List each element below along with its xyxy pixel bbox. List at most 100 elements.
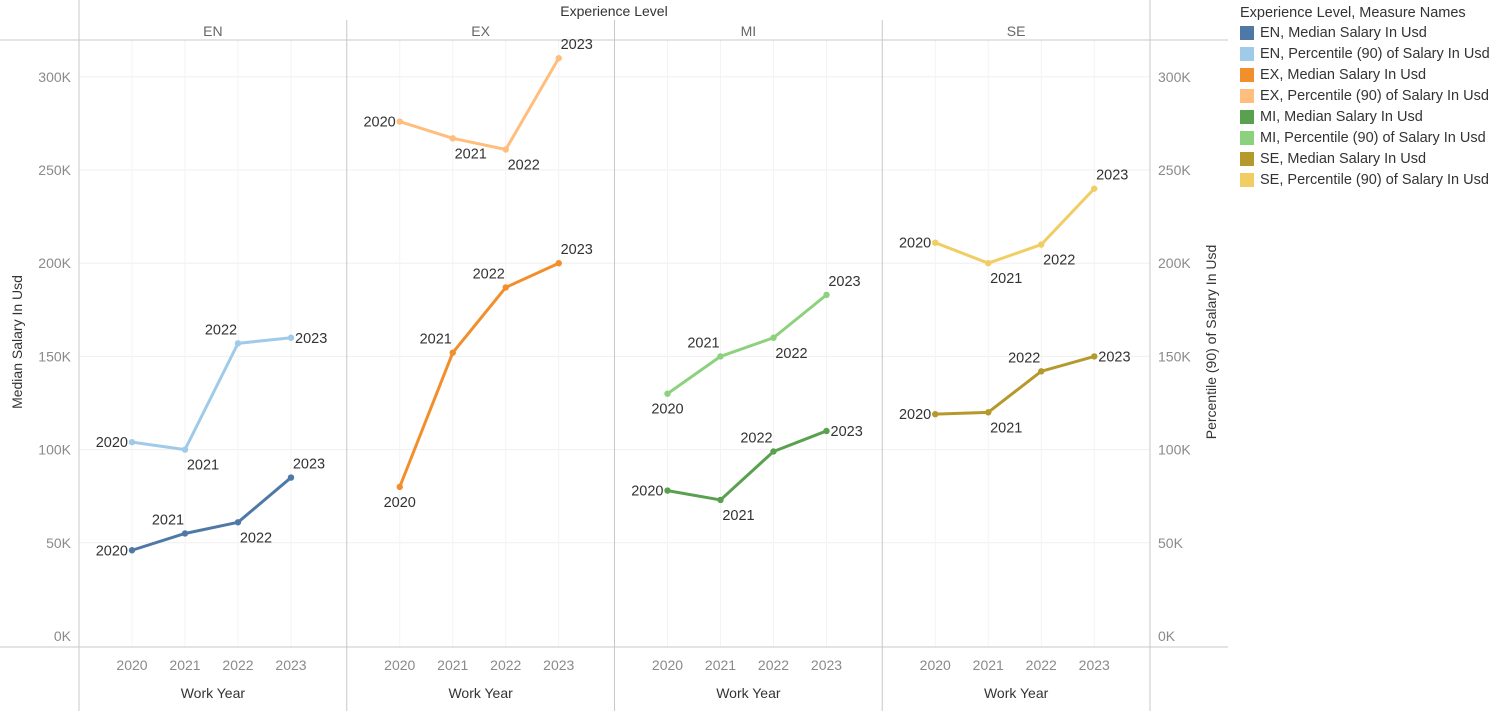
- data-point-en-median: [128, 547, 136, 554]
- data-point-en-p90: [128, 438, 136, 446]
- data-label-mi-median: 2021: [722, 508, 754, 524]
- data-point-mi-p90: [770, 334, 777, 341]
- data-point-en-p90: [287, 334, 295, 341]
- data-point-mi-p90: [717, 353, 724, 360]
- left-y-tick-label: 300K: [38, 69, 71, 85]
- right-y-tick-label: 100K: [1158, 442, 1191, 458]
- data-label-ex-p90: 2022: [508, 157, 540, 173]
- legend-swatch: [1240, 25, 1254, 40]
- x-tick-label: 2020: [384, 657, 415, 673]
- legend-swatch: [1240, 130, 1254, 145]
- x-tick-label: 2022: [1026, 657, 1057, 673]
- series-line-ex-median: [398, 261, 561, 489]
- panel-header-se: SE: [1007, 23, 1026, 39]
- data-point-se-median: [985, 409, 992, 416]
- data-point-mi-p90: [823, 291, 830, 299]
- left-y-tick-label: 200K: [38, 255, 71, 271]
- data-label-en-p90: 2023: [295, 331, 327, 347]
- legend-item[interactable]: MI, Median Salary In Usd: [1240, 106, 1510, 127]
- x-tick-label: 2020: [116, 657, 147, 673]
- data-point-ex-median: [449, 349, 456, 356]
- data-label-se-median: 2021: [990, 420, 1022, 436]
- data-label-ex-p90: 2021: [455, 146, 487, 162]
- legend-swatch: [1240, 67, 1254, 82]
- legend-item[interactable]: EN, Median Salary In Usd: [1240, 22, 1510, 43]
- legend-label: EX, Percentile (90) of Salary In Usd: [1260, 87, 1489, 104]
- right-y-tick-label: 50K: [1158, 535, 1184, 551]
- x-axis-title: Work Year: [181, 685, 246, 701]
- data-point-ex-p90: [396, 118, 403, 125]
- data-label-mi-median: 2020: [631, 484, 663, 500]
- right-y-tick-label: 300K: [1158, 69, 1191, 85]
- x-tick-label: 2022: [758, 657, 789, 673]
- data-label-se-p90: 2021: [990, 271, 1022, 287]
- data-label-mi-median: 2022: [740, 430, 772, 446]
- right-y-axis-title: Percentile (90) of Salary In Usd: [1203, 245, 1219, 440]
- left-y-axis-title: Median Salary In Usd: [9, 275, 25, 409]
- data-label-mi-median: 2023: [831, 424, 863, 440]
- data-point-se-median: [1091, 353, 1098, 360]
- data-label-ex-median: 2022: [473, 266, 505, 282]
- legend-label: MI, Median Salary In Usd: [1260, 108, 1423, 125]
- data-point-en-p90: [181, 446, 189, 453]
- legend-item[interactable]: SE, Percentile (90) of Salary In Usd: [1240, 169, 1510, 190]
- panel-header-en: EN: [203, 23, 222, 39]
- right-y-tick-label: 0K: [1158, 628, 1176, 644]
- legend-item[interactable]: EX, Median Salary In Usd: [1240, 64, 1510, 85]
- legend-item[interactable]: EX, Percentile (90) of Salary In Usd: [1240, 85, 1510, 106]
- data-label-ex-median: 2021: [420, 332, 452, 348]
- right-y-axis: 0K 50K 100K 150K 200K 250K 300K: [1158, 69, 1191, 644]
- legend-item[interactable]: MI, Percentile (90) of Salary In Usd: [1240, 127, 1510, 148]
- x-tick-label: 2023: [1079, 657, 1110, 673]
- data-point-mi-median: [717, 496, 724, 504]
- data-point-mi-median: [664, 487, 671, 494]
- data-label-en-p90: 2021: [187, 458, 219, 474]
- data-point-ex-p90: [449, 135, 456, 142]
- x-tick-label: 2020: [652, 657, 683, 673]
- data-label-en-p90: 2020: [96, 435, 128, 451]
- data-point-se-p90: [1038, 241, 1045, 248]
- data-point-ex-median: [396, 483, 403, 491]
- left-y-tick-label: 100K: [38, 442, 71, 458]
- series-lines: [128, 54, 1098, 554]
- data-label-ex-median: 2020: [384, 495, 416, 511]
- data-point-se-p90: [985, 260, 992, 267]
- series-line-se-p90: [933, 187, 1096, 265]
- legend-label: EN, Median Salary In Usd: [1260, 24, 1427, 41]
- legend-item[interactable]: EN, Percentile (90) of Salary In Usd: [1240, 43, 1510, 64]
- data-point-mi-p90: [664, 390, 671, 397]
- x-tick-label: 2022: [490, 657, 521, 673]
- x-axis-title: Work Year: [448, 685, 513, 701]
- data-label-ex-p90: 2020: [363, 115, 395, 131]
- legend-swatch: [1240, 151, 1254, 166]
- data-label-mi-p90: 2021: [687, 335, 719, 351]
- column-header-title: Experience Level: [560, 3, 667, 19]
- legend-label: SE, Median Salary In Usd: [1260, 150, 1427, 167]
- x-tick-label: 2021: [437, 657, 468, 673]
- series-line-mi-median: [666, 429, 828, 502]
- x-tick-label: 2021: [169, 657, 200, 673]
- panel-header-ex: EX: [471, 23, 490, 39]
- x-tick-label: 2020: [920, 657, 951, 673]
- legend-label: MI, Percentile (90) of Salary In Usd: [1260, 129, 1486, 146]
- data-label-ex-p90: 2023: [561, 37, 593, 53]
- legend-swatch: [1240, 88, 1254, 103]
- data-point-se-p90: [932, 239, 939, 246]
- left-y-tick-label: 0K: [54, 628, 72, 644]
- data-label-ex-median: 2023: [561, 242, 593, 258]
- data-label-en-median: 2021: [152, 512, 184, 528]
- data-point-mi-median: [823, 427, 830, 435]
- x-axis-title: Work Year: [716, 685, 781, 701]
- right-y-tick-label: 200K: [1158, 255, 1191, 271]
- data-label-mi-p90: 2023: [828, 274, 860, 290]
- data-label-se-median: 2023: [1098, 349, 1130, 365]
- data-point-ex-p90: [555, 54, 562, 62]
- x-tick-label: 2023: [275, 657, 306, 673]
- series-line-se-median: [933, 354, 1096, 416]
- x-tick-label: 2021: [705, 657, 736, 673]
- right-y-tick-label: 150K: [1158, 348, 1191, 364]
- legend-swatch: [1240, 172, 1254, 187]
- legend-label: EX, Median Salary In Usd: [1260, 66, 1427, 83]
- legend-item[interactable]: SE, Median Salary In Usd: [1240, 148, 1510, 169]
- x-tick-label: 2023: [543, 657, 574, 673]
